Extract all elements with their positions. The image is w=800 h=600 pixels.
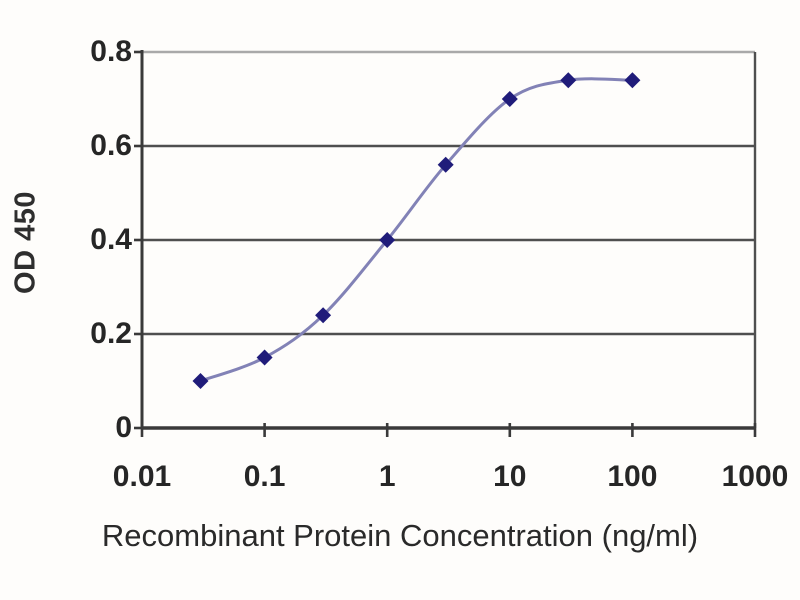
data-point-marker <box>501 91 518 107</box>
y-tick-label: 0 <box>115 411 132 444</box>
x-tick-label: 0.1 <box>243 460 286 493</box>
data-point-marker <box>437 156 454 173</box>
data-series-line <box>199 77 633 383</box>
x-tick-label: 100 <box>607 460 658 493</box>
x-tick-label: 0.01 <box>112 460 172 493</box>
data-point-marker <box>256 349 273 366</box>
data-point-marker <box>379 232 396 248</box>
x-tick-label: 1000 <box>721 460 789 493</box>
x-tick-label: 1 <box>378 460 396 493</box>
y-tick-label: 0.8 <box>90 35 132 68</box>
data-point-marker <box>624 72 641 89</box>
x-axis-title: Recombinant Protein Concentration (ng/ml… <box>101 518 699 553</box>
y-tick-label: 0.4 <box>90 223 132 256</box>
data-point-marker <box>315 307 332 324</box>
data-point-marker <box>560 72 577 89</box>
y-axis-title: OD 450 <box>9 191 42 294</box>
x-tick-label: 10 <box>493 460 527 493</box>
y-tick-label: 0.2 <box>90 317 132 350</box>
data-point-marker <box>192 373 209 389</box>
y-tick-label: 0.6 <box>90 129 132 162</box>
